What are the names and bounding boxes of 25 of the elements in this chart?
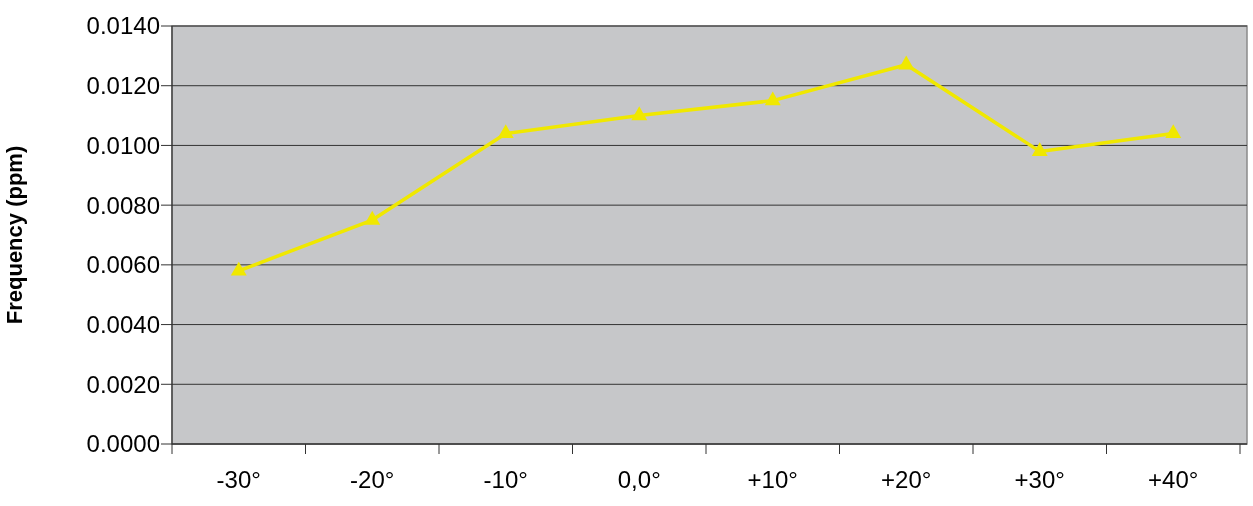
x-tick-label: +20°	[881, 466, 932, 493]
y-axis-title: Frequency (ppm)	[2, 145, 27, 325]
x-tick-label: -20°	[350, 466, 395, 493]
y-tick-label: 0.0000	[86, 430, 160, 458]
point	[230, 261, 247, 276]
y-tick-label: 0.0020	[86, 370, 160, 398]
y-tick-label: 0.0060	[86, 251, 160, 279]
point	[1031, 142, 1048, 156]
x-tick-label: +30°	[1014, 466, 1065, 493]
point	[631, 106, 648, 121]
point	[364, 210, 381, 225]
point	[1165, 124, 1182, 139]
x-tick-label: +10°	[747, 466, 798, 493]
x-tick-label: 0,0°	[617, 466, 661, 493]
y-tick-label: 0.0080	[86, 191, 160, 219]
point	[497, 124, 514, 139]
point	[898, 55, 915, 70]
y-tick-label: 0.0140	[86, 12, 160, 40]
x-tick-label: -10°	[483, 466, 528, 493]
y-tick-label: 0.0040	[86, 310, 160, 338]
y-tick-label: 0.0100	[86, 131, 160, 159]
point	[764, 91, 781, 106]
x-tick-label: +40°	[1148, 466, 1199, 493]
x-tick-label: -30°	[216, 466, 261, 493]
y-tick-label: 0.0120	[86, 72, 160, 100]
